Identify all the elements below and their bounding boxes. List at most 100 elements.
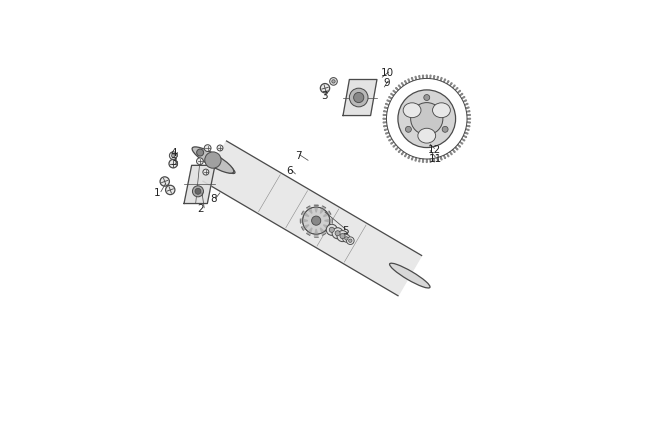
Polygon shape: [384, 122, 387, 123]
Circle shape: [303, 207, 330, 234]
Polygon shape: [426, 159, 427, 162]
Circle shape: [192, 186, 203, 197]
Circle shape: [203, 169, 209, 175]
Polygon shape: [384, 126, 387, 127]
Text: 10: 10: [381, 68, 395, 78]
Polygon shape: [419, 75, 420, 79]
Polygon shape: [441, 78, 442, 81]
Text: 8: 8: [210, 194, 216, 204]
Circle shape: [326, 224, 337, 235]
Text: 1: 1: [154, 188, 161, 198]
Polygon shape: [385, 103, 389, 105]
Text: 7: 7: [295, 151, 302, 161]
Polygon shape: [450, 83, 452, 86]
Polygon shape: [384, 114, 387, 115]
Polygon shape: [465, 103, 468, 105]
Polygon shape: [396, 147, 398, 150]
Polygon shape: [434, 159, 435, 162]
Circle shape: [205, 152, 221, 168]
Polygon shape: [398, 85, 401, 88]
Circle shape: [442, 126, 448, 132]
Polygon shape: [343, 80, 377, 115]
Polygon shape: [384, 129, 388, 131]
Polygon shape: [458, 90, 460, 93]
Circle shape: [332, 80, 335, 83]
Circle shape: [344, 237, 348, 240]
Polygon shape: [465, 107, 469, 108]
Circle shape: [320, 84, 330, 93]
Text: 12: 12: [428, 145, 441, 155]
Polygon shape: [458, 145, 460, 147]
Circle shape: [311, 216, 320, 225]
Polygon shape: [415, 158, 417, 161]
Circle shape: [424, 95, 430, 100]
Polygon shape: [396, 87, 398, 90]
Circle shape: [196, 158, 203, 165]
Polygon shape: [467, 118, 471, 119]
Polygon shape: [302, 211, 309, 216]
Polygon shape: [320, 206, 326, 213]
Polygon shape: [398, 150, 401, 153]
Polygon shape: [419, 159, 420, 162]
Polygon shape: [408, 155, 410, 159]
Polygon shape: [462, 139, 465, 141]
Polygon shape: [462, 97, 465, 99]
Text: 3: 3: [321, 91, 328, 101]
Polygon shape: [452, 85, 455, 88]
Circle shape: [398, 90, 456, 148]
Circle shape: [406, 126, 411, 132]
Polygon shape: [455, 87, 458, 90]
Circle shape: [337, 231, 348, 242]
Polygon shape: [408, 79, 410, 82]
Circle shape: [411, 103, 443, 135]
Polygon shape: [324, 225, 331, 230]
Polygon shape: [437, 76, 439, 80]
Polygon shape: [389, 97, 392, 99]
Polygon shape: [447, 153, 449, 157]
Ellipse shape: [403, 103, 421, 118]
Polygon shape: [465, 129, 469, 131]
Polygon shape: [444, 155, 446, 159]
Polygon shape: [387, 100, 390, 102]
Circle shape: [217, 145, 223, 151]
Circle shape: [160, 177, 170, 186]
Polygon shape: [389, 139, 392, 141]
Polygon shape: [203, 141, 422, 296]
Circle shape: [170, 152, 177, 159]
Polygon shape: [444, 79, 446, 82]
Polygon shape: [460, 93, 463, 96]
Polygon shape: [447, 81, 449, 84]
Polygon shape: [385, 132, 389, 134]
Polygon shape: [452, 150, 455, 153]
Polygon shape: [384, 111, 387, 112]
Circle shape: [195, 188, 201, 194]
Ellipse shape: [418, 128, 436, 143]
Polygon shape: [320, 228, 326, 235]
Polygon shape: [450, 152, 452, 155]
Text: 3: 3: [170, 157, 177, 167]
Polygon shape: [460, 142, 463, 144]
Circle shape: [354, 92, 364, 103]
Polygon shape: [393, 145, 396, 147]
Polygon shape: [415, 76, 417, 80]
Polygon shape: [401, 152, 404, 155]
Polygon shape: [467, 122, 471, 123]
Polygon shape: [404, 81, 407, 84]
Polygon shape: [384, 107, 388, 108]
Polygon shape: [401, 83, 404, 86]
Polygon shape: [441, 156, 442, 160]
Polygon shape: [300, 219, 308, 223]
Polygon shape: [430, 75, 431, 78]
Circle shape: [172, 154, 175, 157]
Polygon shape: [391, 93, 394, 96]
Polygon shape: [324, 211, 331, 216]
Polygon shape: [307, 228, 312, 235]
Polygon shape: [430, 159, 431, 162]
Polygon shape: [393, 90, 396, 93]
Circle shape: [166, 185, 175, 195]
Polygon shape: [422, 75, 423, 78]
Circle shape: [335, 231, 340, 236]
Circle shape: [330, 78, 337, 85]
Polygon shape: [434, 75, 435, 79]
Text: 2: 2: [198, 204, 204, 214]
